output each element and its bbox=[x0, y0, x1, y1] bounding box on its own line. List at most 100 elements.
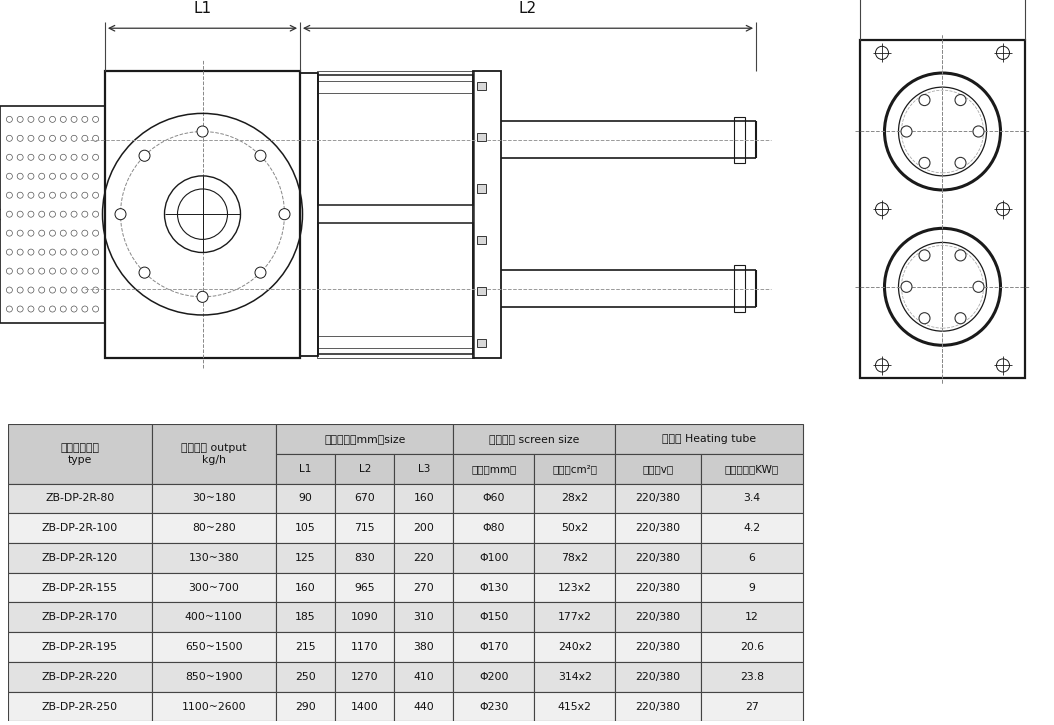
Text: 160: 160 bbox=[295, 583, 316, 592]
Text: 1270: 1270 bbox=[351, 672, 378, 682]
Text: 300~700: 300~700 bbox=[189, 583, 239, 592]
Bar bbox=[616, 602, 701, 632]
Text: 715: 715 bbox=[354, 523, 375, 533]
Bar bbox=[335, 632, 394, 662]
Bar bbox=[152, 662, 276, 692]
Bar bbox=[453, 692, 534, 721]
Bar bbox=[394, 484, 453, 513]
Text: ZB-DP-2R-80: ZB-DP-2R-80 bbox=[45, 494, 115, 503]
Text: 220/380: 220/380 bbox=[636, 553, 681, 563]
Text: 215: 215 bbox=[295, 642, 316, 652]
Text: 1400: 1400 bbox=[351, 702, 378, 711]
Text: 面积（cm²）: 面积（cm²） bbox=[552, 464, 598, 473]
Bar bbox=[701, 484, 803, 513]
Bar bbox=[0, 106, 105, 323]
Circle shape bbox=[955, 94, 967, 106]
Bar bbox=[152, 543, 276, 573]
Bar bbox=[534, 662, 616, 692]
Bar bbox=[701, 513, 803, 543]
Bar bbox=[534, 602, 616, 632]
Circle shape bbox=[139, 150, 150, 161]
Bar bbox=[453, 454, 534, 484]
Text: 220/380: 220/380 bbox=[636, 583, 681, 592]
Text: 130~380: 130~380 bbox=[189, 553, 239, 563]
Text: 6: 6 bbox=[748, 553, 756, 563]
Text: 177x2: 177x2 bbox=[558, 613, 591, 622]
Text: 直径（mm）: 直径（mm） bbox=[471, 464, 516, 473]
Bar bbox=[701, 573, 803, 602]
Text: 965: 965 bbox=[354, 583, 375, 592]
Text: 185: 185 bbox=[295, 613, 316, 622]
Text: 加热功率（KW）: 加热功率（KW） bbox=[725, 464, 779, 473]
Text: 80~280: 80~280 bbox=[192, 523, 236, 533]
Bar bbox=[317, 70, 474, 358]
Bar bbox=[477, 184, 486, 193]
Text: 加热器 Heating tube: 加热器 Heating tube bbox=[662, 434, 756, 444]
Text: Φ170: Φ170 bbox=[480, 642, 508, 652]
Bar bbox=[276, 662, 335, 692]
Bar bbox=[8, 692, 152, 721]
Circle shape bbox=[955, 157, 967, 168]
Bar bbox=[453, 662, 534, 692]
Text: ZB-DP-2R-170: ZB-DP-2R-170 bbox=[42, 613, 118, 622]
Text: 30~180: 30~180 bbox=[192, 494, 236, 503]
Bar bbox=[276, 513, 335, 543]
Circle shape bbox=[255, 267, 266, 278]
Bar bbox=[152, 484, 276, 513]
Text: 20.6: 20.6 bbox=[740, 642, 764, 652]
Bar bbox=[318, 223, 473, 354]
Text: 850~1900: 850~1900 bbox=[184, 672, 242, 682]
Text: 220/380: 220/380 bbox=[636, 494, 681, 503]
Bar bbox=[701, 662, 803, 692]
Bar bbox=[300, 72, 318, 356]
Bar bbox=[335, 573, 394, 602]
Bar bbox=[477, 287, 486, 295]
Bar bbox=[616, 692, 701, 721]
Bar bbox=[8, 602, 152, 632]
Bar bbox=[152, 424, 276, 484]
Text: 12: 12 bbox=[745, 613, 759, 622]
Bar bbox=[276, 573, 335, 602]
Circle shape bbox=[139, 267, 150, 278]
Circle shape bbox=[919, 157, 930, 168]
Text: 27: 27 bbox=[745, 702, 759, 711]
Text: ZB-DP-2R-195: ZB-DP-2R-195 bbox=[42, 642, 118, 652]
Text: 78x2: 78x2 bbox=[561, 553, 588, 563]
Text: 适用产量 output
kg/h: 适用产量 output kg/h bbox=[181, 443, 247, 465]
Bar bbox=[335, 602, 394, 632]
Text: 440: 440 bbox=[413, 702, 434, 711]
Bar bbox=[276, 484, 335, 513]
Bar bbox=[701, 543, 803, 573]
Bar bbox=[105, 70, 300, 358]
Text: 240x2: 240x2 bbox=[558, 642, 591, 652]
Text: 220: 220 bbox=[413, 553, 434, 563]
Bar bbox=[453, 602, 534, 632]
Bar bbox=[616, 513, 701, 543]
Text: Φ60: Φ60 bbox=[483, 494, 505, 503]
Bar bbox=[394, 632, 453, 662]
Circle shape bbox=[973, 281, 984, 292]
Text: 轮廓尺寸（mm）size: 轮廓尺寸（mm）size bbox=[324, 434, 406, 444]
Text: 220/380: 220/380 bbox=[636, 642, 681, 652]
Text: 650~1500: 650~1500 bbox=[184, 642, 242, 652]
Bar bbox=[276, 454, 335, 484]
Bar bbox=[860, 41, 1024, 378]
Text: 1090: 1090 bbox=[351, 613, 378, 622]
Bar bbox=[8, 513, 152, 543]
Bar bbox=[616, 573, 701, 602]
Bar bbox=[477, 236, 486, 244]
Bar bbox=[394, 662, 453, 692]
Text: 产品规格型号
type: 产品规格型号 type bbox=[60, 443, 99, 465]
Bar bbox=[335, 454, 394, 484]
Text: 830: 830 bbox=[354, 553, 375, 563]
Bar bbox=[616, 662, 701, 692]
Bar bbox=[734, 117, 745, 163]
Bar bbox=[8, 662, 152, 692]
Bar bbox=[8, 424, 152, 484]
Bar bbox=[616, 424, 803, 454]
Text: Φ200: Φ200 bbox=[480, 672, 509, 682]
Bar bbox=[152, 692, 276, 721]
Circle shape bbox=[279, 209, 290, 220]
Bar bbox=[477, 133, 486, 141]
Bar bbox=[453, 632, 534, 662]
